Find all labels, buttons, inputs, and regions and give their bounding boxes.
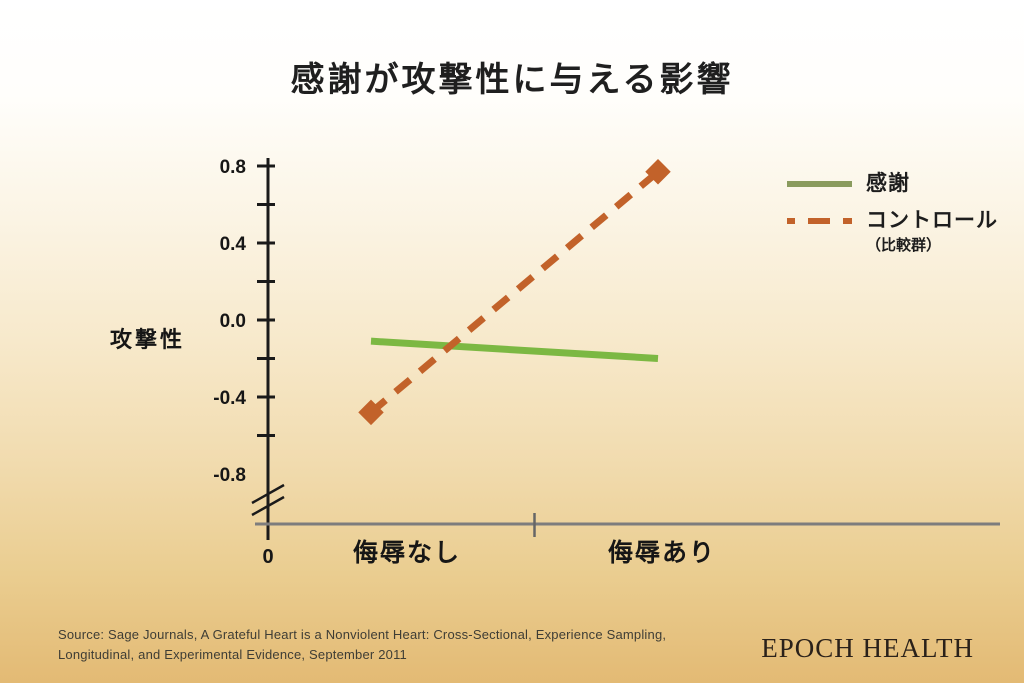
source-line-1: Source: Sage Journals, A Grateful Heart … — [58, 627, 667, 642]
x-origin-label: 0 — [262, 546, 273, 568]
series-line-dashed — [368, 169, 661, 416]
source-citation: Source: Sage Journals, A Grateful Heart … — [58, 625, 666, 665]
brand-logo: EPOCH HEALTH — [761, 633, 974, 663]
x-category-label: 侮辱なし — [353, 539, 461, 567]
y-axis-title: 攻撃性 — [110, 327, 186, 352]
y-tick-label: -0.8 — [213, 465, 246, 486]
chart-legend: 感謝 コントロール （比較群） — [787, 172, 1017, 268]
y-tick-label: 0.0 — [220, 311, 246, 332]
control-dashed-line-swatch-icon — [787, 218, 852, 225]
axis-break-slash — [251, 483, 285, 505]
chart-title: 感謝が攻撃性に与える影響 — [290, 61, 734, 99]
series-line-solid — [370, 337, 659, 362]
source-line-2: Longitudinal, and Experimental Evidence,… — [58, 647, 407, 663]
axis-break-slash — [251, 495, 285, 517]
legend-item-gratitude: 感謝 — [787, 172, 1017, 196]
legend-label-control: コントロール （比較群） — [866, 209, 998, 254]
y-tick-label: 0.4 — [220, 234, 247, 255]
legend-item-control: コントロール （比較群） — [787, 209, 1017, 254]
diamond-marker — [645, 159, 671, 185]
y-tick-label: -0.4 — [213, 388, 246, 409]
legend-label-gratitude: 感謝 — [866, 172, 910, 195]
gratitude-line-swatch-icon — [787, 181, 852, 187]
legend-label-control-sub: （比較群） — [866, 237, 942, 255]
x-category-label: 侮辱あり — [608, 539, 716, 567]
legend-label-control-main: コントロール — [866, 209, 998, 233]
y-tick-label: 0.8 — [220, 157, 246, 178]
diamond-marker — [358, 399, 384, 426]
